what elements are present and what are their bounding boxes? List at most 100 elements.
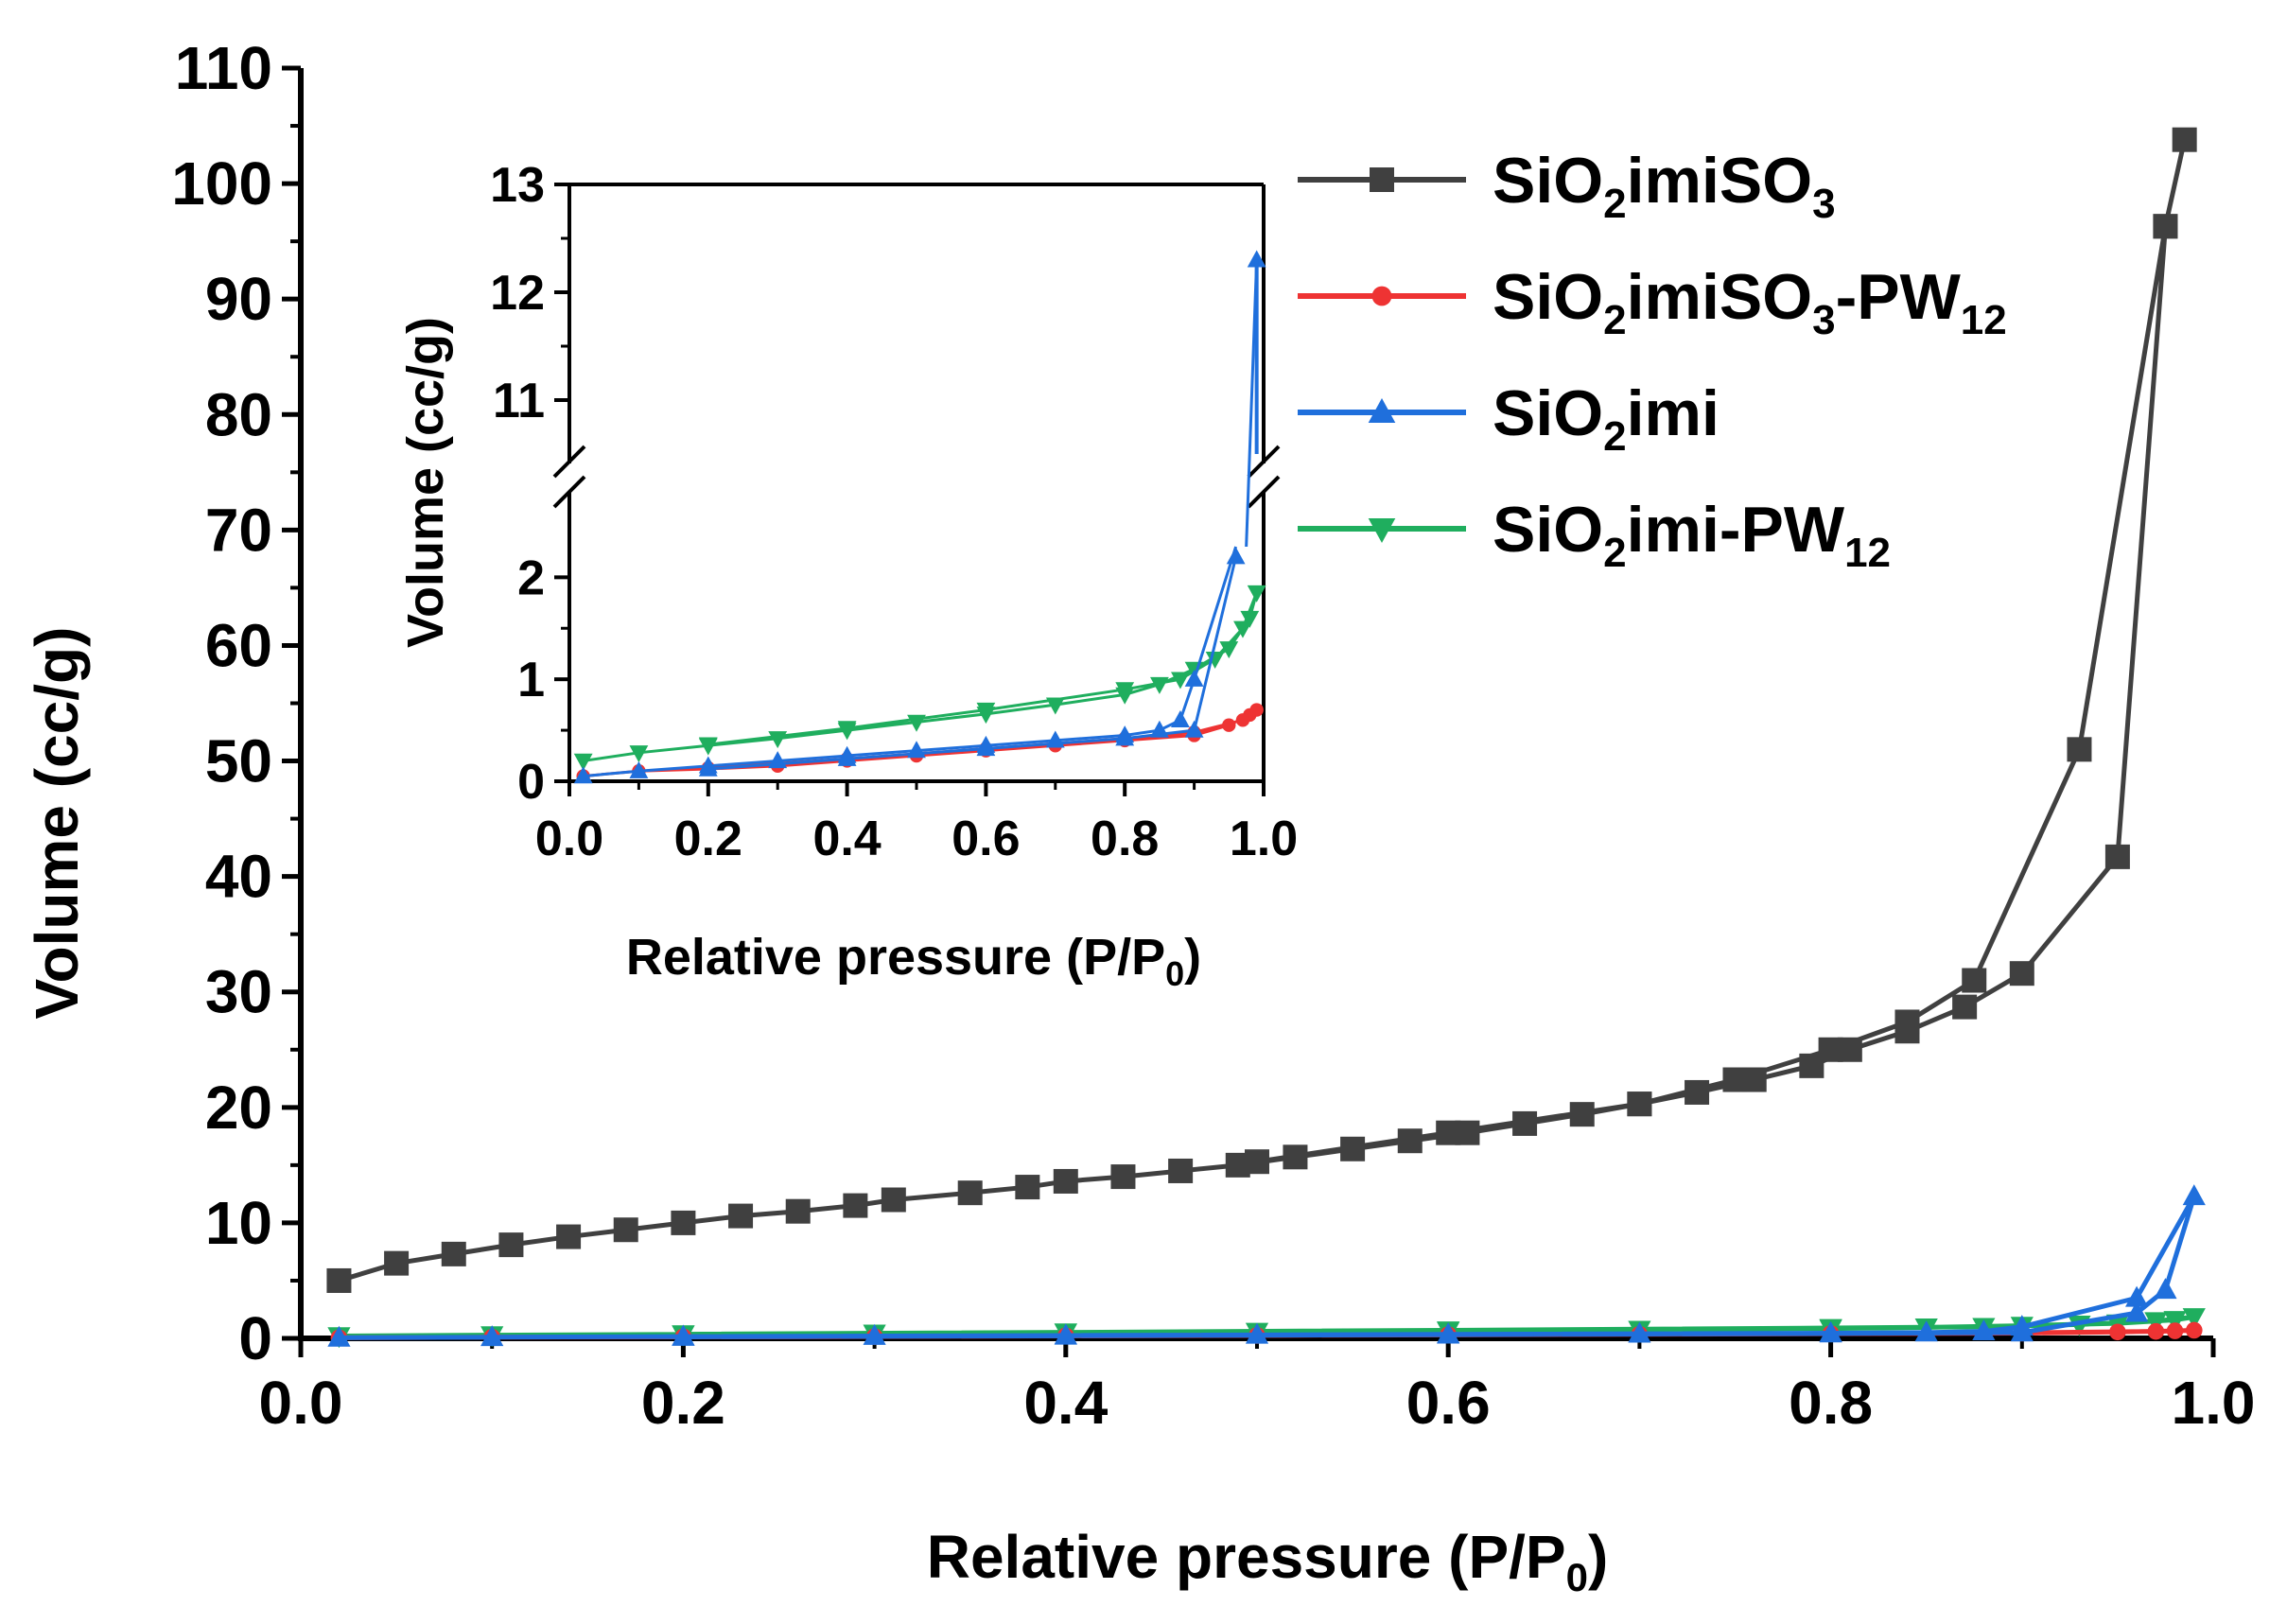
- main-x-tick-label: 0.4: [1023, 1369, 1108, 1437]
- inset-point-2: [837, 748, 857, 766]
- inset-point-3: [907, 714, 926, 732]
- legend-text-sub: 2: [1603, 181, 1626, 227]
- main-point-3: [2163, 1311, 2187, 1333]
- legend-label-0: SiO2imiSO3: [1493, 145, 1836, 227]
- main-y-axis-title: Volume (cc/g): [23, 627, 91, 1020]
- inset-point-3: [837, 721, 857, 739]
- main-point-2: [2125, 1285, 2149, 1307]
- main-y-tick-label: 70: [205, 496, 272, 564]
- main-point-2: [480, 1325, 504, 1347]
- legend-text-part: imi-PW: [1627, 494, 1845, 566]
- main-x-tick-label: 0.6: [1406, 1369, 1491, 1437]
- main-x-axis-title: Relative pressure (P/P0): [927, 1523, 1609, 1599]
- inset-point-3: [1045, 697, 1065, 715]
- main-point-2: [1628, 1321, 1651, 1343]
- axis-break-mark: [1247, 445, 1281, 479]
- main-point-3: [2144, 1312, 2168, 1334]
- main-point-2: [2154, 1278, 2177, 1300]
- inset-point-2: [573, 766, 593, 784]
- legend-text-part: imi: [1627, 377, 1720, 449]
- legend-text-part: imiSO: [1627, 145, 1813, 217]
- main-point-0: [613, 1217, 638, 1243]
- legend-text-sub: 2: [1603, 413, 1626, 460]
- inset-point-2: [1184, 669, 1204, 687]
- inset-point-2: [1045, 730, 1065, 748]
- main-point-0: [785, 1198, 811, 1224]
- inset-plot-area: [573, 250, 1266, 784]
- inset-y-tick-label: 0: [517, 755, 545, 810]
- main-point-0: [728, 1203, 754, 1229]
- main-point-1: [2166, 1322, 2184, 1339]
- legend-marker-1: [1371, 286, 1392, 306]
- main-point-2: [1819, 1321, 1842, 1343]
- main-point-0: [1436, 1120, 1461, 1145]
- inset-point-2: [976, 739, 996, 757]
- main-y-tick-label: 90: [205, 265, 272, 333]
- main-point-3: [2182, 1308, 2206, 1330]
- inset-x-tick-label: 0.2: [674, 812, 742, 866]
- main-point-0: [2104, 844, 2130, 869]
- legend-text-part: -PW: [1836, 261, 1962, 333]
- legend-label-2: SiO2imi: [1493, 377, 1720, 460]
- main-point-0: [2172, 127, 2197, 152]
- legend-text-sub: 3: [1812, 181, 1835, 227]
- main-point-2: [1437, 1322, 1460, 1344]
- main-point-1: [2109, 1323, 2126, 1341]
- legend-marker-2: [1368, 398, 1396, 424]
- main-point-2: [2182, 1184, 2206, 1206]
- inset-point-1: [1249, 703, 1264, 717]
- main-point-2: [863, 1323, 886, 1345]
- main-y-tick-label: 50: [205, 727, 272, 795]
- main-point-0: [441, 1241, 466, 1266]
- main-point-2: [327, 1325, 351, 1347]
- main-point-0: [1722, 1067, 1748, 1092]
- main-point-0: [384, 1250, 410, 1276]
- axis-break-mark: [1247, 475, 1281, 509]
- inset-point-2: [1150, 720, 1169, 738]
- inset-series-line-2: [583, 546, 1238, 778]
- main-y-tick-label: 100: [171, 149, 272, 218]
- inset-y-tick-label: 13: [490, 158, 545, 213]
- main-point-2: [1245, 1322, 1269, 1344]
- inset-point-2: [907, 741, 926, 759]
- main-point-2: [1054, 1323, 1077, 1345]
- inset-y-tick-label: 1: [517, 653, 545, 707]
- main-point-0: [2153, 214, 2178, 239]
- inset-point-2: [1171, 709, 1190, 727]
- legend-text-sub: 12: [1961, 297, 2007, 343]
- main-point-0: [671, 1210, 696, 1235]
- inset-point-3: [1150, 676, 1169, 694]
- inset-x-tick-label: 0.8: [1091, 812, 1159, 866]
- main-x-tick-label: 0.0: [259, 1369, 343, 1437]
- inset-point-3: [1240, 610, 1260, 628]
- main-point-0: [1962, 968, 1987, 993]
- main-point-0: [1685, 1079, 1710, 1105]
- main-point-0: [1015, 1175, 1040, 1200]
- main-point-2: [1914, 1320, 1938, 1342]
- legend-text-sub: 12: [1844, 530, 1891, 576]
- legend-text-sub: 3: [1812, 297, 1835, 343]
- main-x-tick-label: 0.8: [1789, 1369, 1873, 1437]
- inset-point-3: [629, 745, 649, 763]
- main-point-0: [1053, 1168, 1078, 1194]
- main-y-tick-label: 40: [205, 843, 272, 911]
- main-point-0: [2009, 961, 2034, 987]
- main-point-0: [498, 1232, 524, 1258]
- inset-x-tick-label: 1.0: [1230, 812, 1298, 866]
- legend-text-part: SiO: [1493, 494, 1603, 566]
- inset-point-2: [768, 751, 788, 769]
- inset-point-1: [1222, 718, 1236, 732]
- main-point-2: [2010, 1320, 2034, 1342]
- main-x-tick-label: 0.2: [641, 1369, 725, 1437]
- inset-y-tick-label: 12: [490, 266, 545, 321]
- main-point-0: [957, 1180, 983, 1206]
- inset-point-3: [1247, 585, 1266, 602]
- legend-text-sub: 2: [1603, 297, 1626, 343]
- legend-marker-0: [1370, 167, 1394, 192]
- main-plot-area: [326, 127, 2206, 1349]
- main-point-2: [672, 1324, 695, 1346]
- main-point-0: [1110, 1164, 1136, 1190]
- inset-point-2: [629, 760, 649, 778]
